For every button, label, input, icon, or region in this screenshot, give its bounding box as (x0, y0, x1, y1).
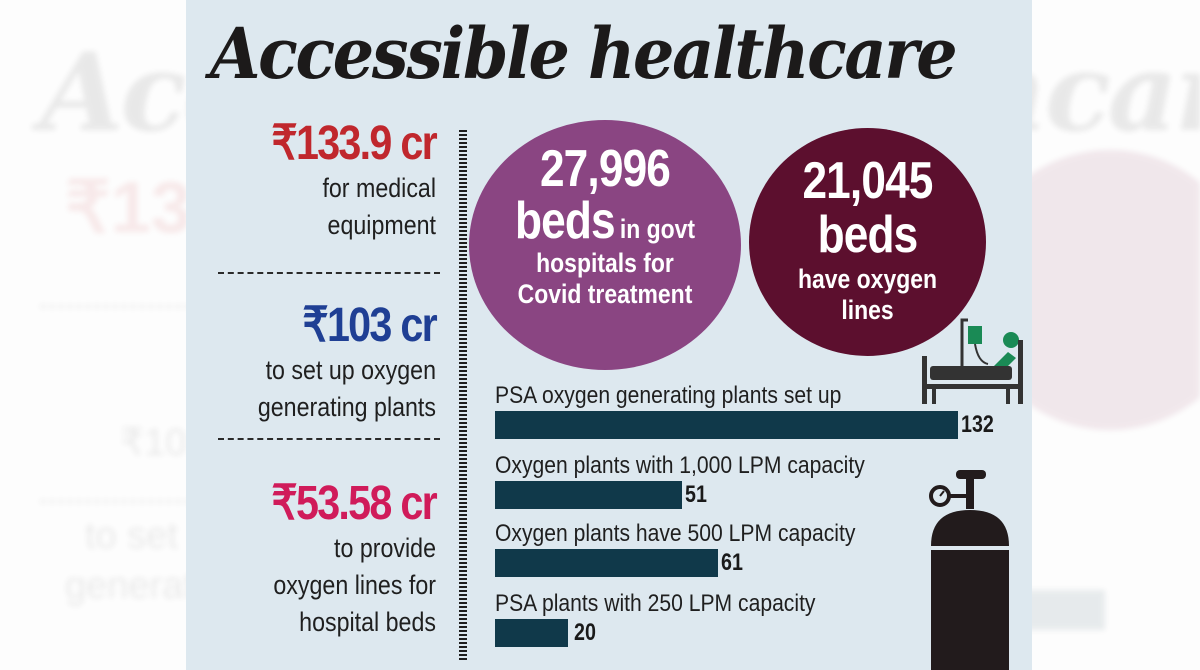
funding-desc: to provide (334, 533, 436, 563)
funding-stat-oxygen-plants: ₹103 cr to set up oxygen generating plan… (186, 299, 438, 426)
circle-unit-suffix: in govt (619, 214, 696, 244)
funding-amount: ₹53.58 cr (271, 477, 437, 530)
bar (495, 619, 568, 647)
funding-desc: oxygen lines for (273, 570, 436, 600)
circle-unit: beds (514, 192, 616, 250)
ghost-divider (40, 500, 190, 503)
funding-desc: generating plants (257, 392, 436, 422)
circle-text: hospitals for (536, 248, 674, 278)
bar-row: PSA plants with 250 LPM capacity 20 (495, 590, 859, 648)
bar-value: 61 (721, 549, 743, 576)
bar-row: Oxygen plants with 1,000 LPM capacity 51 (495, 452, 915, 510)
circle-oxygen-beds: 21,045 beds have oxygen lines (749, 128, 986, 356)
vertical-divider (459, 130, 467, 660)
hospital-bed-icon (922, 318, 1023, 404)
funding-desc: to set up oxygen (265, 355, 436, 385)
funding-amount: ₹133.9 cr (271, 117, 437, 170)
infographic-panel: Accessible healthcare ₹133.9 cr for medi… (186, 0, 1032, 670)
dashed-divider (218, 438, 440, 440)
bar (495, 481, 682, 509)
funding-amount: ₹103 cr (302, 299, 437, 352)
bar-value: 132 (961, 411, 994, 438)
ghost-divider (40, 305, 190, 308)
circle-text: Covid treatment (517, 279, 693, 309)
bar-row: PSA oxygen generating plants set up 132 (495, 382, 1001, 440)
circle-text: lines (841, 295, 894, 325)
infographic-title: Accessible healthcare (210, 12, 958, 95)
dashed-divider (218, 272, 440, 274)
bar-value: 20 (574, 619, 596, 646)
funding-stat-medical-equipment: ₹133.9 cr for medical equipment (186, 117, 437, 244)
circle-number: 21,045 (802, 152, 933, 210)
bar-label: PSA oxygen generating plants set up (495, 382, 842, 409)
bar-label: Oxygen plants have 500 LPM capacity (495, 520, 856, 547)
bar-row: Oxygen plants have 500 LPM capacity 61 (495, 520, 905, 578)
bar-label: Oxygen plants with 1,000 LPM capacity (495, 452, 865, 479)
bar-label: PSA plants with 250 LPM capacity (495, 590, 816, 617)
circle-unit: beds (817, 206, 919, 264)
funding-desc: hospital beds (299, 607, 436, 637)
circle-text: have oxygen (797, 264, 938, 294)
circle-number: 27,996 (539, 140, 671, 198)
oxygen-cylinder-icon (929, 470, 1009, 670)
funding-stat-oxygen-lines: ₹53.58 cr to provide oxygen lines for ho… (186, 477, 437, 641)
funding-desc: for medical (322, 173, 436, 203)
circle-covid-beds: 27,996 beds in govt hospitals for Covid … (469, 120, 741, 370)
bar (495, 411, 958, 439)
funding-desc: equipment (327, 210, 436, 240)
bar (495, 549, 718, 577)
bar-value: 51 (685, 481, 707, 508)
